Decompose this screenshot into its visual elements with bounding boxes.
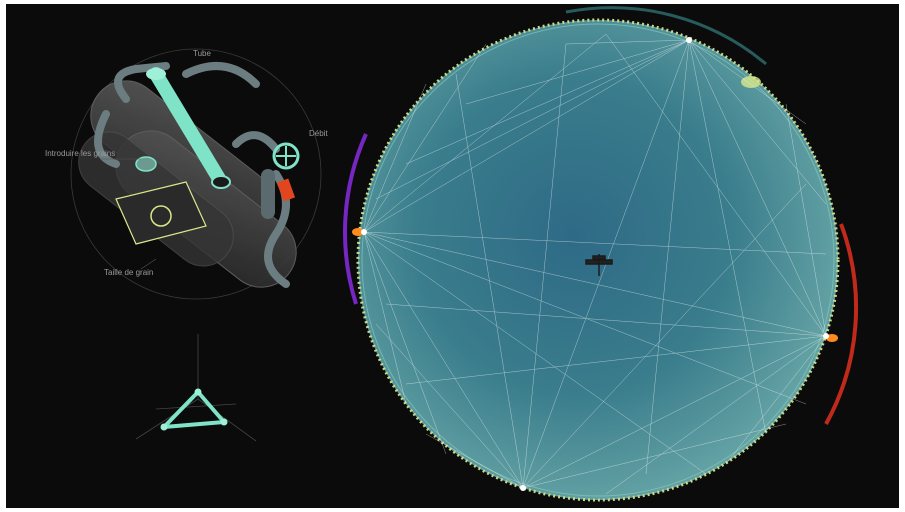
- link-web: [363, 33, 827, 495]
- tube-label: Tube: [193, 49, 211, 58]
- triangle-control-icon: [135, 334, 257, 442]
- guide-circle: [70, 48, 322, 300]
- satellite-icon: [585, 254, 613, 276]
- grain-machine-svg: [70, 6, 859, 502]
- grain-hopper: [115, 156, 207, 245]
- game-scene: Tube Débit Introduire les grains Taille …: [6, 4, 899, 508]
- beacon-nodes: [352, 37, 838, 491]
- introduce-grains-label: Introduire les grains: [45, 149, 116, 158]
- tube-part: [146, 67, 231, 189]
- debit-label: Débit: [309, 129, 328, 138]
- flow-valve: [261, 142, 300, 219]
- grain-size-label: Taille de grain: [104, 268, 154, 277]
- pipes: [94, 62, 290, 288]
- planet: [343, 6, 859, 502]
